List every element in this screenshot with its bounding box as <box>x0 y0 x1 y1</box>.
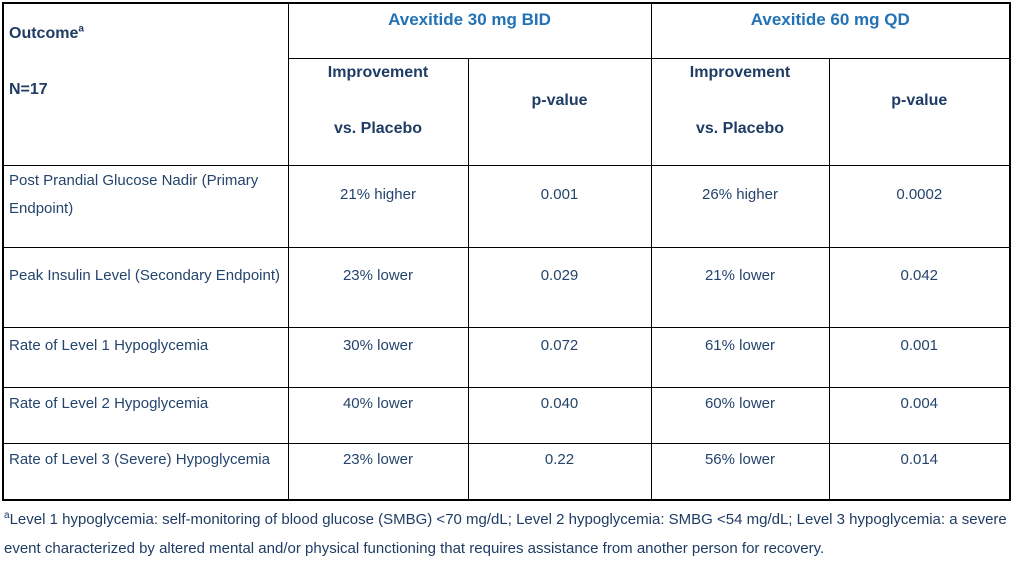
qd-pvalue-cell: 0.0002 <box>828 164 1011 248</box>
table-row-level2-hypoglycemia: Rate of Level 2 Hypoglycemia 40% lower 0… <box>2 386 1011 444</box>
qd-improvement-cell: 26% higher <box>650 164 830 248</box>
footnote-marker: a <box>4 510 10 521</box>
outcome-cell: Post Prandial Glucose Nadir (Primary End… <box>2 164 289 248</box>
outcome-header-title: Outcomea <box>9 20 285 48</box>
bid-improvement-cell: 30% lower <box>287 326 469 388</box>
subheader-pvalue-30mg: p-value <box>467 57 652 166</box>
outcome-footnote-marker: a <box>78 23 84 35</box>
group-header-30mg: Avexitide 30 mg BID <box>287 2 652 59</box>
table-row-peak-insulin: Peak Insulin Level (Secondary Endpoint) … <box>2 246 1011 328</box>
bid-pvalue-cell: 0.040 <box>467 386 652 444</box>
bid-improvement-cell: 23% lower <box>287 442 469 501</box>
qd-improvement-cell: 21% lower <box>650 246 830 328</box>
improvement-line1: Improvement <box>327 63 429 81</box>
qd-pvalue-cell: 0.014 <box>828 442 1011 501</box>
bid-improvement-cell: 40% lower <box>287 386 469 444</box>
bid-improvement-cell: 23% lower <box>287 246 469 328</box>
outcome-cell: Rate of Level 1 Hypoglycemia <box>2 326 289 388</box>
outcome-header-cell: Outcomea N=17 <box>2 2 289 166</box>
qd-pvalue-cell: 0.004 <box>828 386 1011 444</box>
bid-pvalue-cell: 0.22 <box>467 442 652 501</box>
qd-pvalue-cell: 0.042 <box>828 246 1011 328</box>
qd-improvement-cell: 60% lower <box>650 386 830 444</box>
subheader-improvement-60mg: Improvement vs. Placebo <box>650 57 830 166</box>
outcome-cell: Peak Insulin Level (Secondary Endpoint) <box>2 246 289 328</box>
table-row-level3-hypoglycemia: Rate of Level 3 (Severe) Hypoglycemia 23… <box>2 442 1011 501</box>
outcome-cell: Rate of Level 3 (Severe) Hypoglycemia <box>2 442 289 501</box>
subheader-pvalue-60mg: p-value <box>828 57 1011 166</box>
table-row-level1-hypoglycemia: Rate of Level 1 Hypoglycemia 30% lower 0… <box>2 326 1011 388</box>
outcome-cell: Rate of Level 2 Hypoglycemia <box>2 386 289 444</box>
bid-improvement-cell: 21% higher <box>287 164 469 248</box>
subheader-improvement-30mg: Improvement vs. Placebo <box>287 57 469 166</box>
improvement-line2: vs. Placebo <box>333 119 423 137</box>
improvement-line1: Improvement <box>689 63 791 81</box>
bid-pvalue-cell: 0.001 <box>467 164 652 248</box>
table-row-glucose-nadir: Post Prandial Glucose Nadir (Primary End… <box>2 164 1011 248</box>
clinical-results-table: Outcomea N=17 Avexitide 30 mg BID Avexit… <box>2 2 1011 501</box>
outcome-header-label: Outcome <box>9 25 79 42</box>
qd-pvalue-cell: 0.001 <box>828 326 1011 388</box>
qd-improvement-cell: 56% lower <box>650 442 830 501</box>
bid-pvalue-cell: 0.029 <box>467 246 652 328</box>
sample-size-label: N=17 <box>9 81 48 98</box>
qd-improvement-cell: 61% lower <box>650 326 830 388</box>
footnote-text: Level 1 hypoglycemia: self-monitoring of… <box>4 511 1007 557</box>
group-header-row: Outcomea N=17 Avexitide 30 mg BID Avexit… <box>2 2 1011 166</box>
bid-pvalue-cell: 0.072 <box>467 326 652 388</box>
group-header-60mg: Avexitide 60 mg QD <box>650 2 1011 59</box>
subheader-row: Improvement vs. Placebo p-value Improvem… <box>3 57 1011 166</box>
improvement-line2: vs. Placebo <box>695 119 785 137</box>
table-footnote: aLevel 1 hypoglycemia: self-monitoring o… <box>4 505 1007 563</box>
